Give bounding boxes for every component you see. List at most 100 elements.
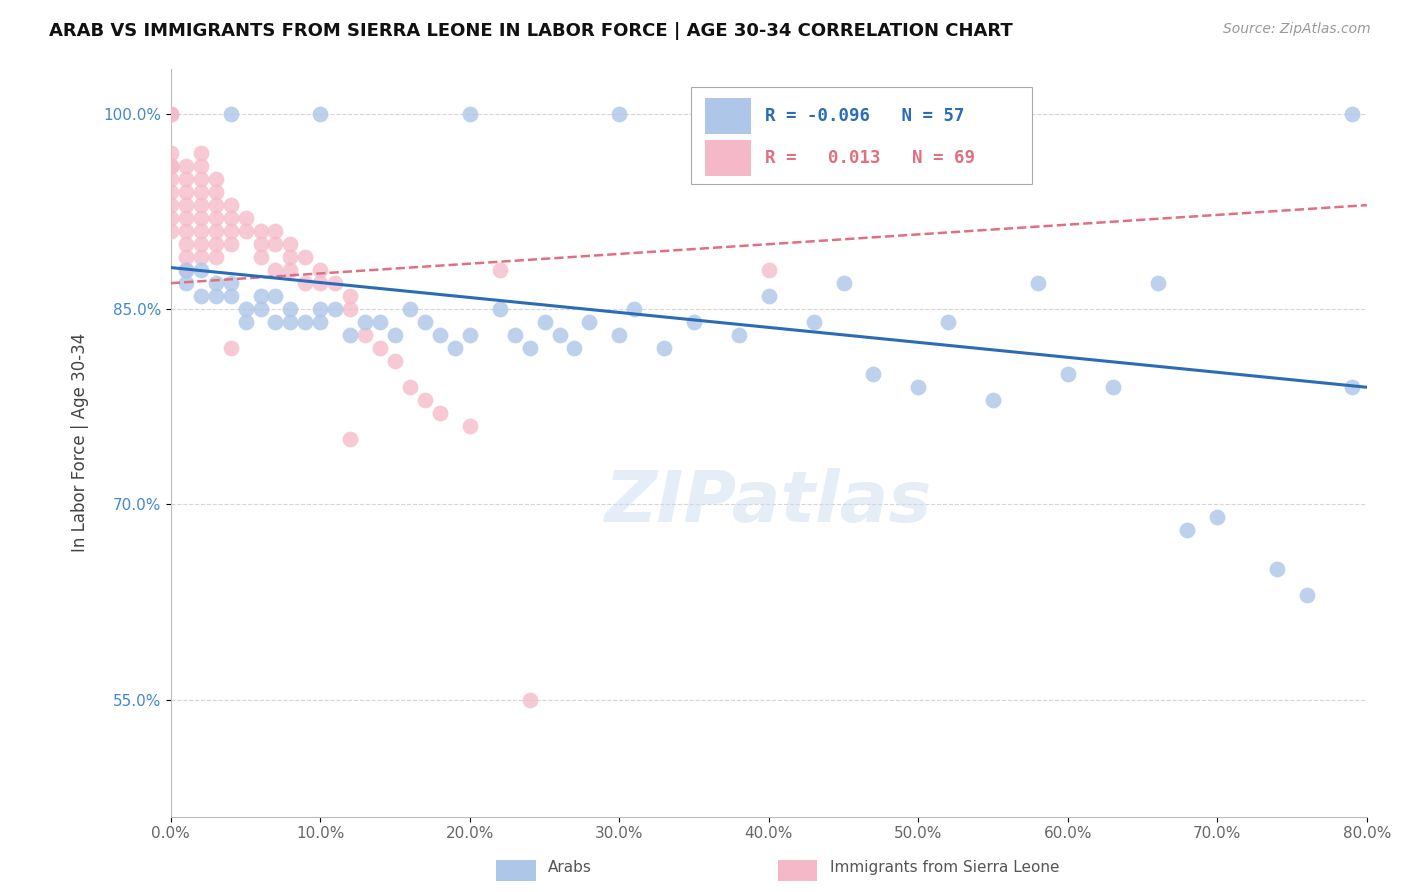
Point	[160, 107, 183, 121]
Text: Source: ZipAtlas.com: Source: ZipAtlas.com	[1223, 22, 1371, 37]
Point	[413, 393, 436, 408]
Point	[339, 328, 361, 343]
Point	[936, 315, 959, 329]
Point	[174, 263, 197, 277]
Point	[235, 315, 257, 329]
Point	[309, 315, 332, 329]
Point	[323, 276, 346, 290]
Point	[249, 250, 271, 264]
Point	[190, 146, 212, 161]
Point	[219, 289, 242, 303]
Point	[384, 328, 406, 343]
Point	[160, 146, 183, 161]
Point	[458, 419, 481, 434]
Point	[160, 107, 183, 121]
Point	[1101, 380, 1123, 394]
Point	[190, 289, 212, 303]
Point	[249, 302, 271, 317]
Point	[219, 237, 242, 252]
Point	[174, 211, 197, 226]
Point	[190, 250, 212, 264]
FancyBboxPatch shape	[706, 140, 751, 177]
Point	[1340, 380, 1362, 394]
Point	[429, 406, 451, 420]
Point	[190, 172, 212, 186]
Point	[264, 237, 287, 252]
Point	[488, 263, 510, 277]
Point	[368, 315, 391, 329]
Point	[533, 315, 555, 329]
Point	[204, 250, 226, 264]
Point	[249, 224, 271, 238]
Point	[683, 315, 706, 329]
Point	[264, 289, 287, 303]
Point	[1340, 107, 1362, 121]
Point	[190, 224, 212, 238]
Point	[160, 172, 183, 186]
Point	[309, 302, 332, 317]
Point	[219, 211, 242, 226]
Point	[190, 185, 212, 199]
Point	[294, 315, 316, 329]
Point	[399, 302, 422, 317]
Point	[1265, 562, 1288, 576]
Point	[174, 276, 197, 290]
Point	[190, 211, 212, 226]
Point	[160, 159, 183, 173]
Point	[309, 276, 332, 290]
Point	[758, 263, 780, 277]
Point	[1296, 589, 1319, 603]
Point	[264, 263, 287, 277]
Point	[384, 354, 406, 368]
Point	[174, 198, 197, 212]
Point	[339, 289, 361, 303]
Point	[339, 302, 361, 317]
Point	[354, 328, 377, 343]
FancyBboxPatch shape	[692, 87, 1032, 185]
Point	[354, 315, 377, 329]
Point	[160, 159, 183, 173]
Point	[458, 107, 481, 121]
Point	[399, 380, 422, 394]
Text: R =   0.013   N = 69: R = 0.013 N = 69	[765, 149, 976, 168]
Text: R = -0.096   N = 57: R = -0.096 N = 57	[765, 107, 965, 125]
Point	[280, 263, 302, 277]
Point	[309, 263, 332, 277]
Point	[832, 276, 855, 290]
Point	[444, 341, 467, 355]
Point	[458, 328, 481, 343]
Point	[204, 185, 226, 199]
Point	[219, 224, 242, 238]
Point	[280, 237, 302, 252]
Point	[174, 224, 197, 238]
Point	[294, 276, 316, 290]
Point	[219, 107, 242, 121]
Point	[219, 276, 242, 290]
Point	[280, 315, 302, 329]
Point	[519, 692, 541, 706]
Point	[235, 224, 257, 238]
Point	[174, 237, 197, 252]
Point	[204, 237, 226, 252]
Point	[235, 302, 257, 317]
Point	[1177, 524, 1199, 538]
Point	[488, 302, 510, 317]
Point	[249, 237, 271, 252]
Point	[249, 289, 271, 303]
Point	[219, 341, 242, 355]
Text: ZIPatlas: ZIPatlas	[605, 468, 932, 537]
Point	[1146, 276, 1168, 290]
Point	[1056, 368, 1078, 382]
Point	[204, 211, 226, 226]
Point	[160, 198, 183, 212]
Point	[174, 263, 197, 277]
Text: Arabs: Arabs	[548, 861, 592, 875]
Point	[1206, 510, 1229, 524]
Point	[190, 237, 212, 252]
Point	[907, 107, 929, 121]
Point	[235, 211, 257, 226]
Point	[174, 172, 197, 186]
Point	[160, 211, 183, 226]
Point	[623, 302, 645, 317]
FancyBboxPatch shape	[706, 98, 751, 134]
